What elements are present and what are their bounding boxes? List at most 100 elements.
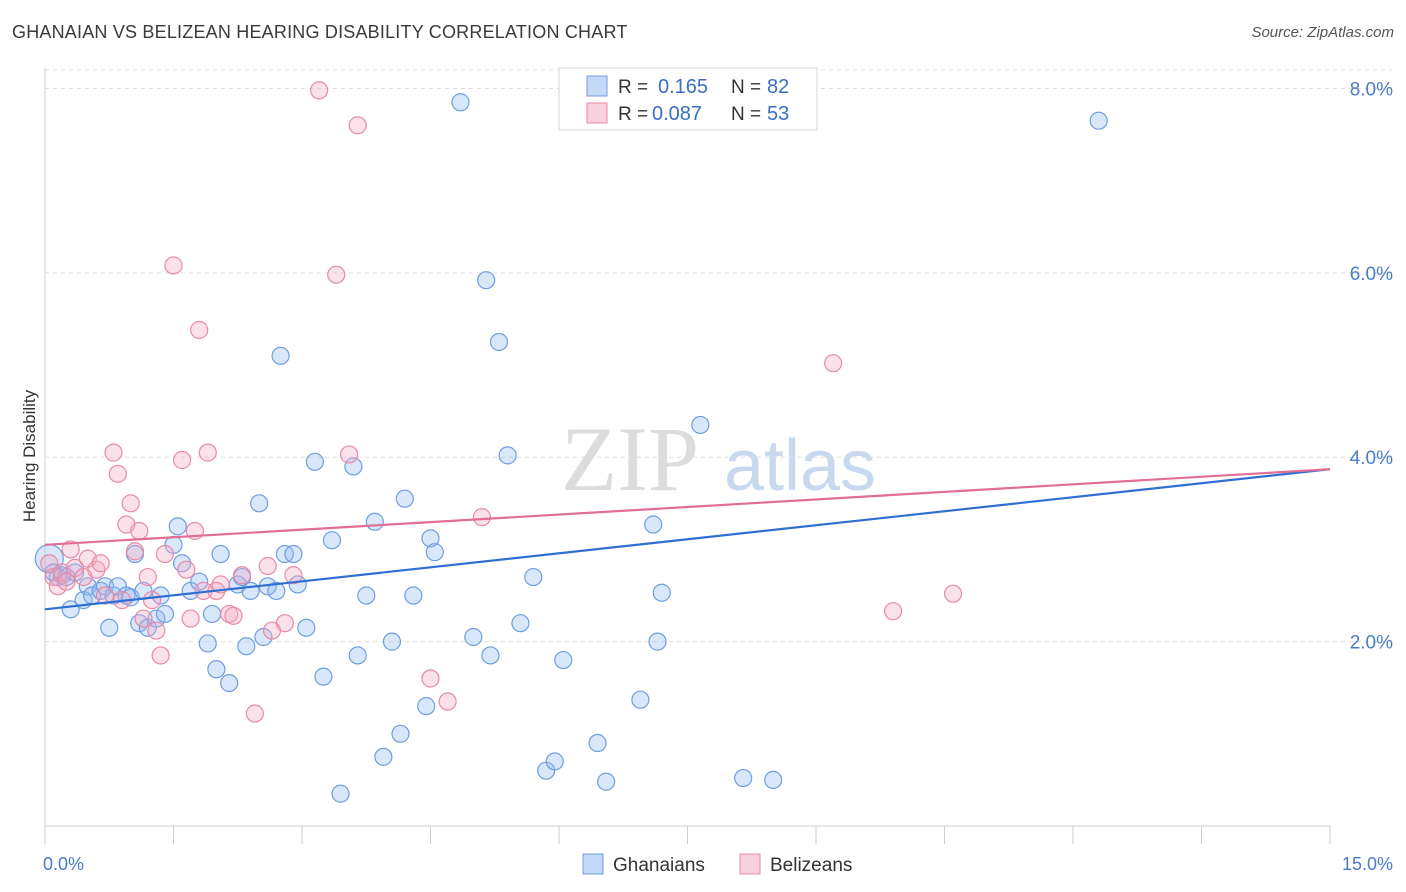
belizeans-point bbox=[472, 508, 491, 527]
legend-n-value-ghanaians: 82 bbox=[767, 76, 789, 98]
ghanaians-point bbox=[554, 650, 573, 670]
legend-n-label-2: N = bbox=[731, 104, 761, 125]
y-tick-label: 4.0% bbox=[1350, 448, 1393, 469]
ghanaians-point bbox=[631, 690, 650, 709]
ghanaians-point bbox=[652, 583, 671, 602]
belizeans-point bbox=[108, 464, 127, 483]
ghanaians-point bbox=[365, 512, 384, 531]
ghanaians-point bbox=[190, 572, 209, 591]
ghanaians-point bbox=[734, 768, 753, 788]
ghanaians-point bbox=[382, 632, 402, 651]
ghanaians-point bbox=[644, 515, 663, 534]
belizeans-point bbox=[310, 81, 329, 100]
ghanaians-point bbox=[168, 517, 187, 536]
ghanaians-point bbox=[211, 544, 230, 564]
ghanaians-point bbox=[511, 614, 530, 633]
x-tick-label: 15.0% bbox=[1342, 854, 1393, 874]
belizeans-point bbox=[48, 577, 67, 596]
belizeans-point bbox=[258, 556, 277, 576]
belizeans-point bbox=[155, 544, 175, 564]
ghanaians-point bbox=[391, 724, 410, 743]
belizeans-point bbox=[181, 609, 200, 628]
ghanaians-point bbox=[477, 271, 496, 290]
belizeans-point bbox=[40, 554, 59, 573]
ghanaians-point bbox=[597, 772, 616, 791]
x-tick-label: 0.0% bbox=[43, 854, 84, 874]
belizeans-point bbox=[164, 256, 183, 275]
watermark-zip: ZIP bbox=[561, 408, 699, 510]
watermark: ZIP atlas bbox=[561, 408, 876, 510]
ghanaians-point bbox=[545, 752, 564, 771]
ghanaians-point bbox=[314, 667, 333, 686]
ghanaians-point bbox=[322, 531, 342, 550]
ghanaians-point bbox=[250, 494, 269, 513]
belizeans-point bbox=[134, 609, 153, 628]
belizeans-point bbox=[57, 572, 76, 591]
ghanaians-point bbox=[489, 332, 509, 352]
belizeans-point bbox=[104, 443, 123, 462]
ghanaians-point bbox=[481, 646, 500, 665]
belizeans-point bbox=[190, 320, 209, 340]
belizeans-point bbox=[327, 265, 346, 284]
ghanaians-point bbox=[267, 581, 286, 601]
ghanaians-point bbox=[648, 632, 667, 651]
belizeans-point bbox=[438, 692, 457, 711]
belizeans-point bbox=[421, 669, 440, 688]
belizeans-point bbox=[824, 354, 843, 373]
belizeans-point bbox=[224, 606, 243, 625]
bottom-legend-swatch-belizeans bbox=[739, 853, 761, 875]
ghanaians-point bbox=[297, 618, 316, 637]
belizeans-point bbox=[340, 445, 359, 464]
ghanaians-point bbox=[344, 457, 363, 476]
legend-r-value-ghanaians: 0.165 bbox=[658, 76, 708, 98]
axes bbox=[44, 68, 1331, 844]
legend-swatch-ghanaians bbox=[586, 75, 608, 97]
tick-labels: 2.0% 4.0% 6.0% 8.0% 0.0% 15.0% bbox=[43, 79, 1393, 874]
belizeans-point bbox=[275, 614, 294, 633]
ghanaians-point bbox=[198, 634, 217, 653]
legend-n-value-belizeans: 53 bbox=[767, 103, 789, 125]
belizeans-point bbox=[121, 494, 140, 513]
chart-title: GHANAIAN VS BELIZEAN HEARING DISABILITY … bbox=[12, 22, 628, 42]
ghanaians-point bbox=[417, 697, 436, 716]
belizeans-point bbox=[245, 704, 264, 723]
belizeans-point bbox=[172, 450, 192, 470]
trend-lines bbox=[44, 468, 1331, 611]
legend-n-label-1: N = bbox=[731, 77, 761, 98]
y-tick-label: 8.0% bbox=[1350, 79, 1393, 100]
belizeans-point bbox=[95, 586, 115, 605]
ghanaians-point bbox=[425, 543, 444, 562]
belizeans-point bbox=[130, 521, 149, 541]
ghanaians-point bbox=[374, 747, 393, 766]
ghanaians-point bbox=[451, 93, 470, 112]
ghanaians-point bbox=[464, 627, 483, 647]
bottom-legend-swatch-ghanaians bbox=[582, 853, 604, 875]
ghanaians-point bbox=[357, 586, 376, 605]
belizeans-point bbox=[138, 567, 157, 587]
ghanaians-point bbox=[331, 784, 350, 803]
chart-source: Source: ZipAtlas.com bbox=[1251, 24, 1394, 41]
ghanaians-point bbox=[241, 581, 260, 601]
legend-r-value-belizeans: 0.087 bbox=[652, 103, 702, 125]
bottom-legend-label-belizeans: Belizeans bbox=[770, 855, 852, 876]
ghanaians-point bbox=[764, 770, 783, 790]
watermark-atlas: atlas bbox=[724, 426, 876, 506]
belizeans-point bbox=[125, 542, 145, 561]
ghanaians-trend-line bbox=[44, 468, 1331, 611]
belizeans-point bbox=[348, 116, 367, 135]
legend-r-label-2: R = bbox=[618, 104, 648, 125]
belizeans-point bbox=[147, 621, 166, 640]
ghanaians-point bbox=[498, 446, 517, 465]
belizeans-point bbox=[177, 560, 196, 579]
belizeans-point bbox=[232, 566, 252, 585]
ghanaians-point bbox=[288, 575, 307, 594]
belizeans-point bbox=[284, 566, 303, 585]
ghanaians-point bbox=[305, 452, 324, 471]
series-legend: Ghanaians Belizeans bbox=[582, 853, 852, 876]
ghanaians-point bbox=[155, 604, 175, 624]
ghanaians-point bbox=[207, 660, 226, 679]
legend-swatch-belizeans bbox=[586, 102, 608, 124]
legend-r-label-1: R = bbox=[618, 77, 648, 98]
y-tick-label: 6.0% bbox=[1350, 264, 1393, 285]
